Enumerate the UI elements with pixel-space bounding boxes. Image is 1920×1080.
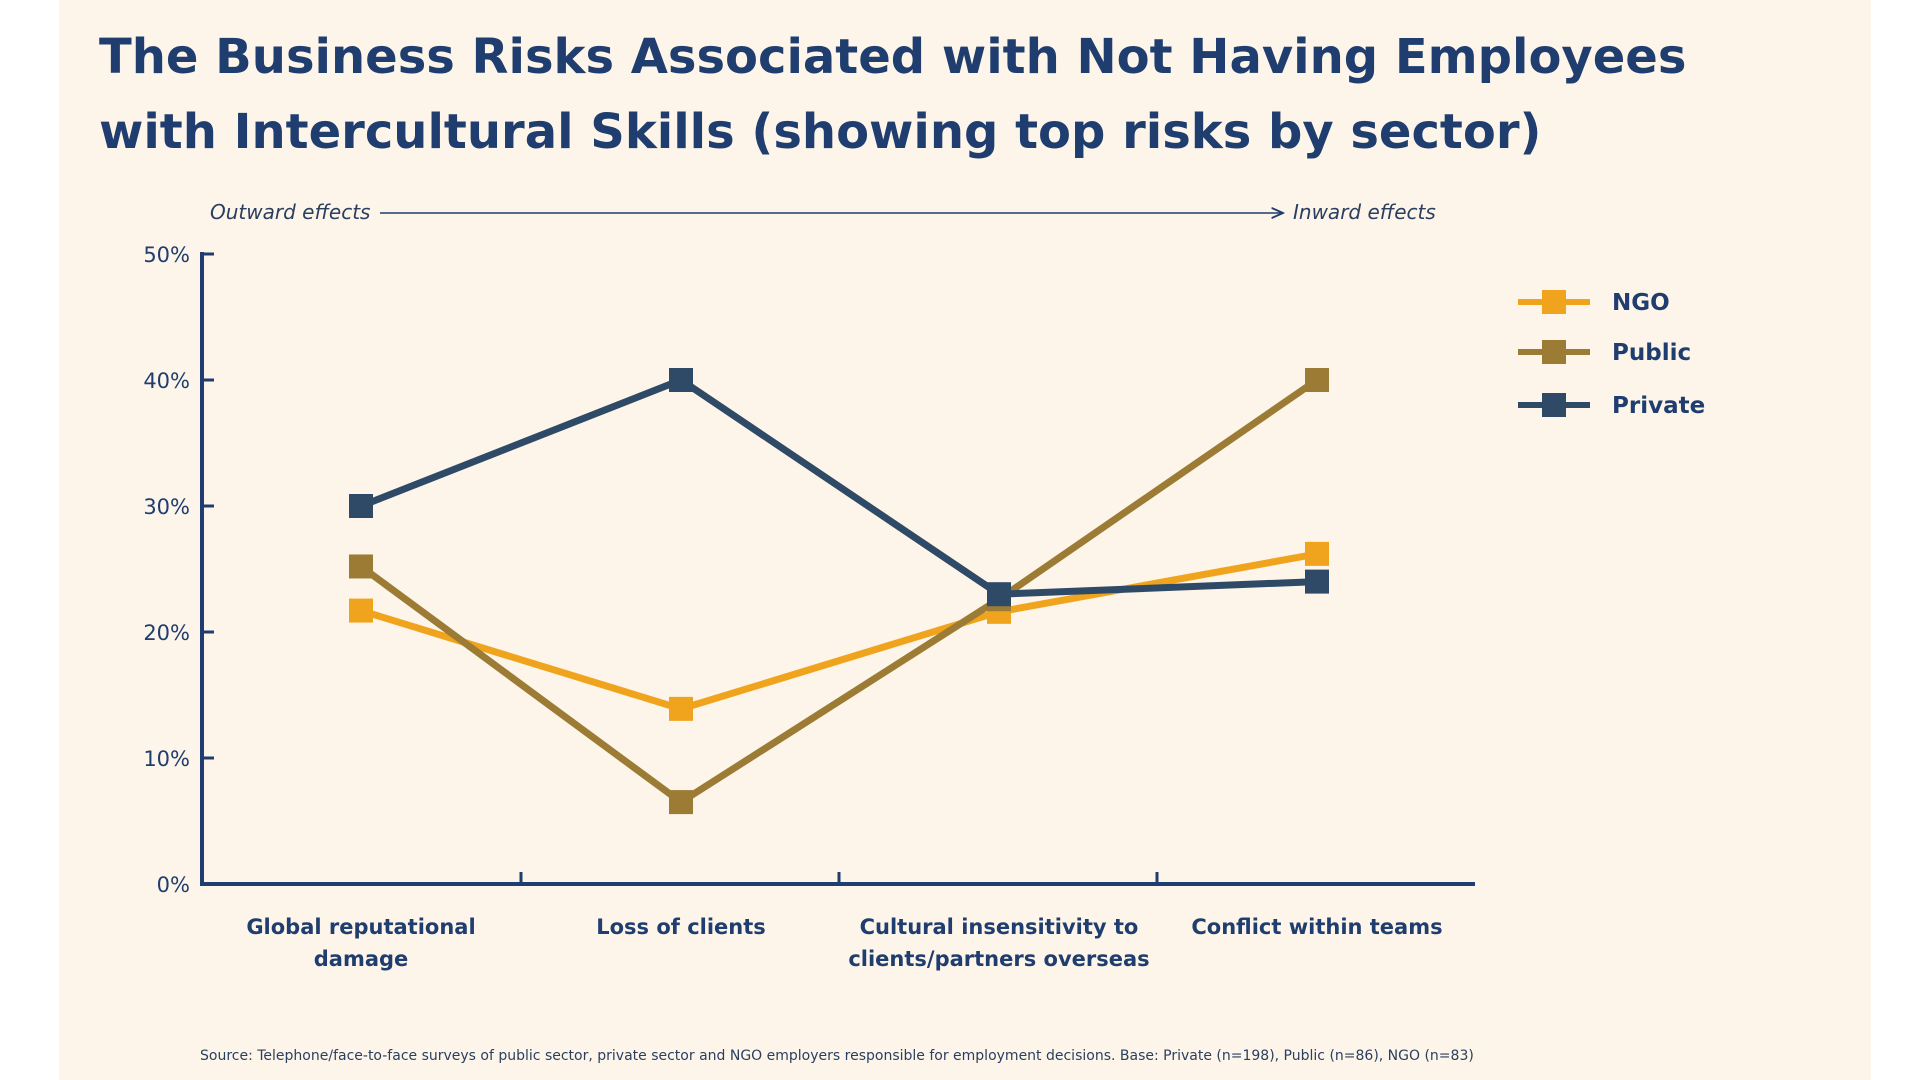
data-point-private (669, 368, 693, 392)
y-tick-label: 20% (143, 621, 190, 645)
y-tick-label: 50% (143, 243, 190, 267)
y-tick-label: 40% (143, 369, 190, 393)
legend-label: NGO (1612, 290, 1670, 316)
chart-axes: 0% 10% 20% 30% 40% 50% (143, 243, 1475, 897)
y-tick-label: 10% (143, 747, 190, 771)
x-category-label: Loss of clients (596, 915, 766, 939)
legend-label: Public (1612, 340, 1691, 366)
data-point-private (987, 582, 1011, 607)
legend-marker (1542, 340, 1566, 364)
inward-effects-label: Inward effects (1293, 200, 1436, 224)
chart-title: The Business Risks Associated with Not H… (99, 29, 1687, 160)
legend: NGO Public Private (1518, 290, 1705, 419)
series-line-public (357, 376, 1321, 806)
data-point-public (669, 790, 693, 815)
source-note: Source: Telephone/face-to-face surveys o… (200, 1048, 1474, 1064)
data-point-ngo (1305, 541, 1329, 566)
x-category-label: Cultural insensitivity to clients/partner… (848, 915, 1149, 971)
legend-item-private: Private (1518, 393, 1705, 419)
y-tick-label: 30% (143, 495, 190, 519)
x-axis-labels: Global reputational damage Loss of clients… (246, 915, 1442, 971)
data-point-private (349, 494, 373, 518)
data-point-ngo (669, 696, 693, 721)
data-point-private (1305, 569, 1329, 594)
data-point-public (349, 554, 373, 579)
legend-item-public: Public (1518, 340, 1691, 366)
series-line-ngo (357, 550, 1321, 713)
y-tick-label: 0% (157, 873, 190, 897)
x-category-label: Conflict within teams (1191, 915, 1442, 939)
chart-background (59, 0, 1871, 1080)
series-line-private (357, 376, 1321, 598)
data-point-public (1305, 368, 1329, 392)
x-category-label: Global reputational damage (246, 915, 475, 971)
series-layer (349, 368, 1329, 815)
data-point-ngo (349, 598, 373, 623)
legend-item-ngo: NGO (1518, 290, 1670, 316)
outward-effects-label: Outward effects (210, 200, 370, 224)
legend-marker (1542, 393, 1566, 417)
legend-label: Private (1612, 393, 1705, 419)
legend-marker (1542, 290, 1566, 314)
